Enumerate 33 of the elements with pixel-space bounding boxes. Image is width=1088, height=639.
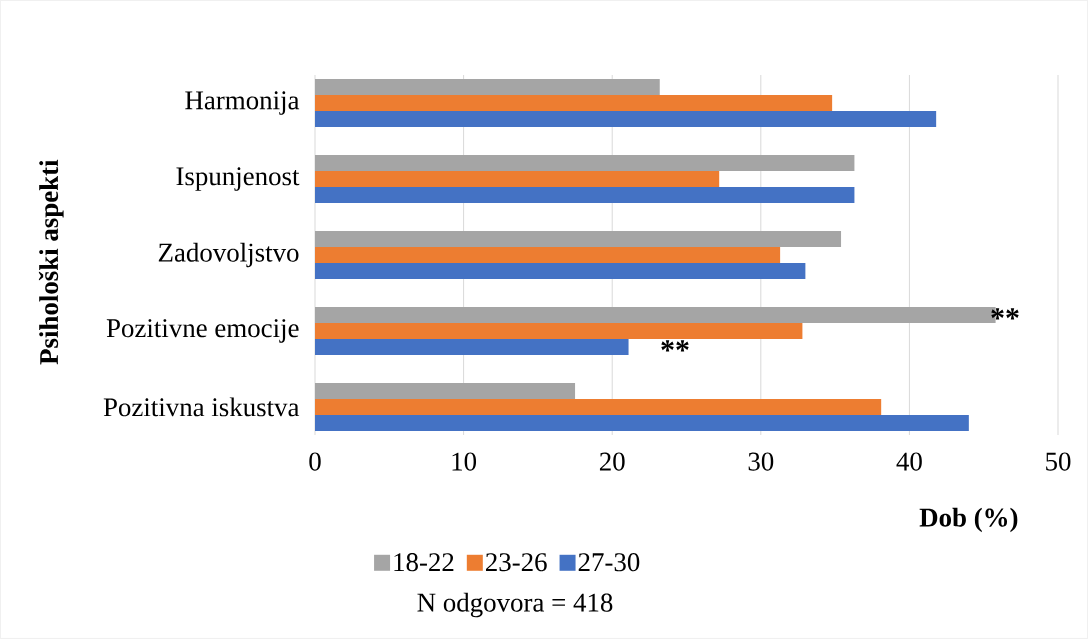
x-tick-label: 50 [1046,452,1071,471]
bar [315,414,969,431]
y-tick-label: Zadovoljstvo [158,242,299,268]
bar [315,95,833,112]
legend-label: 27-30 [578,553,640,572]
x-tick-label: 40 [896,452,922,471]
x-tick-label: 10 [452,452,477,471]
bar [315,79,660,96]
bar [315,187,855,204]
bar [315,246,781,263]
annotation: ** [991,308,1019,320]
y-tick-label: Harmonija [185,91,300,115]
y-tick-label: Pozitivne emocije [106,319,299,343]
bar [315,382,576,399]
bar [315,230,842,247]
y-tick-label: Pozitivna iskustva [103,397,300,417]
bar [315,338,629,355]
x-axis-title: Dob (%) [919,507,1018,533]
y-tick-label: Ispunjenost [176,167,300,191]
x-tick-label: 30 [748,452,774,471]
x-tick-label: 0 [309,452,321,471]
annotation: ** [661,340,689,352]
legend-label: 18-22 [394,553,454,572]
bar [315,111,937,128]
bar [315,262,806,279]
x-tick-label: 20 [599,452,625,471]
bar [315,322,803,339]
bar [315,171,720,188]
legend-label: 23-26 [485,553,547,572]
bar [315,398,882,415]
bar [315,155,855,172]
text: N odgovora = 418 [417,592,613,618]
y-axis-title: Psihološki aspekti [38,159,64,365]
